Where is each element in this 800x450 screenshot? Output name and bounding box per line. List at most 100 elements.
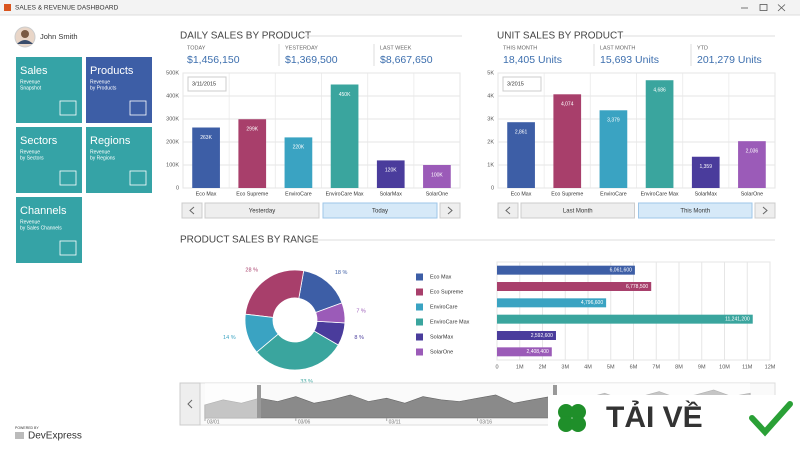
bar — [376, 160, 405, 188]
window-controls[interactable] — [741, 4, 786, 12]
x-tick-label: SolarMax — [695, 191, 718, 197]
bar — [497, 347, 552, 357]
x-tick-label: 1M — [516, 364, 524, 370]
period-button-label: Last Month — [563, 209, 593, 215]
window-title: SALES & REVENUE DASHBOARD — [15, 5, 119, 12]
bar — [330, 84, 359, 188]
tile-subtitle: Revenue — [20, 79, 40, 85]
x-tick-label: SolarOne — [426, 191, 448, 197]
y-tick-label: 1K — [487, 162, 494, 168]
bar — [192, 127, 220, 188]
y-tick-label: 2K — [487, 139, 494, 145]
next-button[interactable] — [754, 202, 776, 219]
legend-swatch — [416, 333, 423, 341]
y-tick-label: 500K — [166, 70, 179, 76]
next-arrow — [447, 206, 453, 215]
tile-title: Channels — [20, 205, 67, 217]
bar-value-label: 2,592,600 — [531, 333, 553, 339]
legend-label: Eco Supreme — [430, 289, 463, 295]
bar-value-label: 100K — [431, 172, 443, 178]
tile-title: Sales — [20, 65, 48, 77]
tile-icon — [129, 100, 147, 116]
bar — [507, 122, 535, 188]
tile-subtitle: Snapshot — [20, 85, 42, 91]
tile-subtitle: by Sectors — [20, 155, 44, 161]
kpi-label: LAST MONTH — [600, 45, 635, 51]
range-prev-button[interactable] — [179, 382, 201, 426]
slice-label: 8 % — [354, 335, 364, 341]
kpi-label: THIS MONTH — [503, 45, 537, 51]
x-tick-label: Eco Max — [196, 191, 217, 197]
bar-value-label: 11,241,200 — [725, 316, 750, 322]
bar-value-label: 4,796,600 — [581, 300, 603, 306]
bar — [497, 314, 753, 324]
tile-bg — [86, 57, 152, 123]
tile-icon — [59, 100, 77, 116]
bar-value-label: 2,036 — [746, 149, 759, 155]
bar-value-label: 1,359 — [699, 164, 712, 170]
legend-swatch — [416, 273, 423, 281]
bar-value-label: 120K — [385, 168, 397, 174]
brand-icon — [15, 432, 24, 439]
y-tick-label: 3K — [487, 116, 494, 122]
x-tick-label: 5M — [607, 364, 615, 370]
bar — [238, 119, 267, 188]
next-button[interactable] — [439, 202, 461, 219]
x-tick-label: 03/16 — [480, 419, 493, 425]
tile-subtitle: by Regions — [90, 155, 116, 161]
bar-value-label: 6,061,600 — [610, 267, 632, 273]
x-tick-label: EnviroCare Max — [326, 191, 364, 197]
tile-bg — [16, 57, 82, 123]
period-button[interactable] — [204, 202, 320, 219]
bar — [738, 141, 766, 188]
bar — [691, 156, 720, 188]
next-arrow — [762, 206, 768, 215]
period-button[interactable] — [322, 202, 438, 219]
bar-value-label: 4,074 — [561, 102, 574, 108]
x-tick-label: 10M — [719, 364, 730, 370]
tile-bg — [16, 127, 82, 193]
kpi-value: 15,693 Units — [600, 54, 659, 66]
avatar-head — [21, 30, 29, 38]
range-handle-left[interactable] — [257, 385, 261, 418]
x-tick-label: 4M — [584, 364, 592, 370]
prev-button[interactable] — [497, 202, 519, 219]
x-tick-label: 03/01 — [207, 419, 220, 425]
y-tick-label: 300K — [166, 116, 179, 122]
period-button[interactable] — [520, 202, 635, 219]
kpi-value: $1,369,500 — [285, 54, 338, 66]
y-tick-label: 0 — [491, 185, 494, 191]
kpi-label: YTD — [697, 45, 708, 51]
tile-bg — [86, 127, 152, 193]
x-tick-label: 3M — [561, 364, 569, 370]
tile-subtitle: Revenue — [20, 219, 40, 225]
kpi-label: LAST WEEK — [380, 45, 412, 51]
prev-button[interactable] — [181, 202, 203, 219]
slice-label: 18 % — [335, 270, 348, 276]
y-tick-label: 0 — [176, 185, 179, 191]
app-icon — [4, 4, 11, 11]
tile-icon — [59, 170, 77, 186]
tile-subtitle: Revenue — [90, 79, 110, 85]
period-button-label: Yesterday — [249, 209, 275, 215]
bar-value-label: 4,686 — [653, 88, 666, 94]
x-tick-label: Eco Supreme — [551, 191, 583, 197]
x-tick-label: 11M — [742, 364, 753, 370]
period-button[interactable] — [638, 202, 753, 219]
kpi-label: TODAY — [187, 45, 206, 51]
bar — [553, 94, 582, 188]
x-tick-label: 7M — [652, 364, 660, 370]
annotation: 3/11/2015 — [192, 81, 216, 87]
tile-title: Regions — [90, 135, 131, 147]
legend-label: EnviroCare Max — [430, 319, 470, 325]
tile-subtitle: Revenue — [90, 149, 110, 155]
x-tick-label: 9M — [698, 364, 706, 370]
legend-swatch — [416, 303, 423, 311]
bar-value-label: 2,408,400 — [527, 349, 549, 355]
slice-label: 28 % — [245, 268, 258, 274]
